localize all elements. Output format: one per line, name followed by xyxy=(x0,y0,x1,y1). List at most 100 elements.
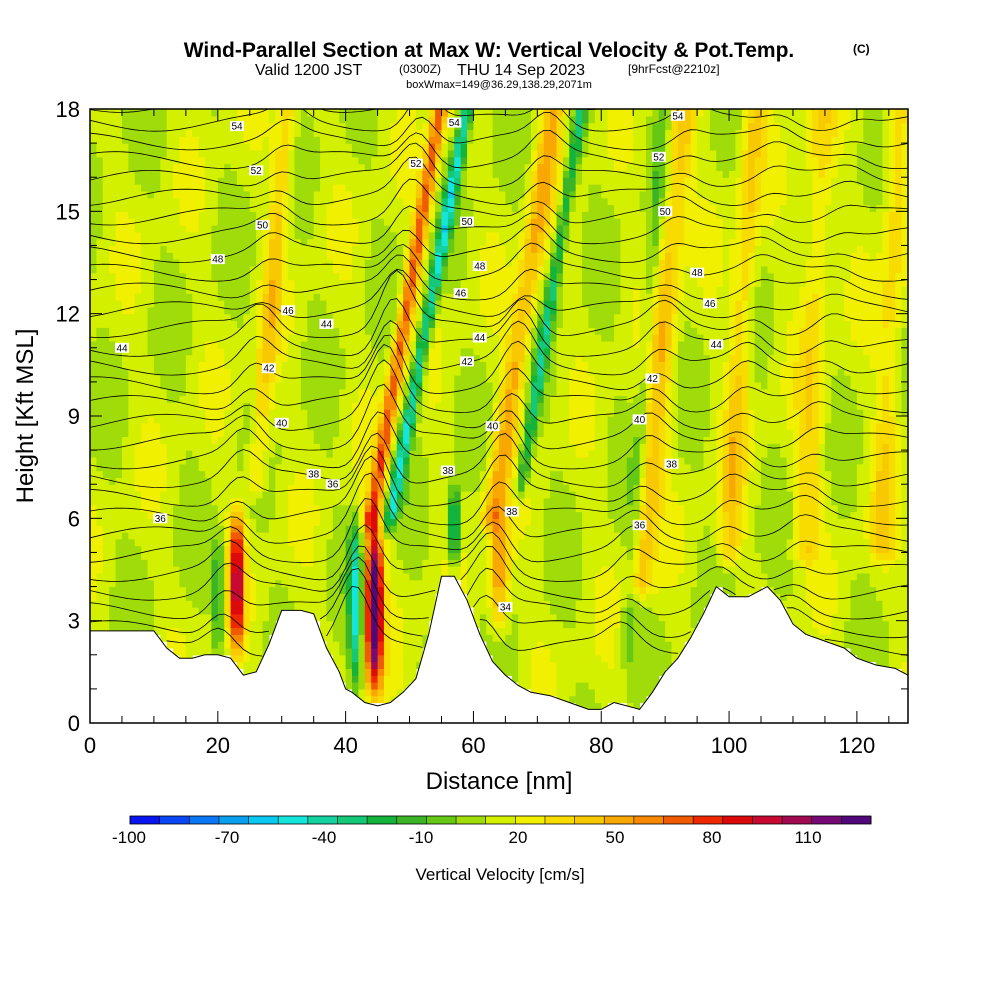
velocity-cell xyxy=(166,620,174,629)
velocity-cell xyxy=(454,136,462,144)
velocity-cell xyxy=(90,211,97,219)
velocity-cell xyxy=(102,163,110,171)
velocity-cell xyxy=(262,484,270,492)
velocity-cell xyxy=(447,272,455,281)
velocity-cell xyxy=(281,177,289,185)
velocity-cell xyxy=(467,170,475,178)
velocity-cell xyxy=(396,184,404,192)
velocity-cell xyxy=(288,361,296,369)
velocity-cell xyxy=(473,109,481,117)
velocity-cell xyxy=(403,177,411,185)
velocity-cell xyxy=(256,265,264,274)
velocity-cell xyxy=(128,293,136,301)
velocity-cell xyxy=(198,224,206,233)
velocity-cell xyxy=(467,504,475,513)
velocity-cell xyxy=(479,156,487,165)
velocity-cell xyxy=(435,354,443,363)
velocity-cell xyxy=(185,470,193,478)
velocity-cell xyxy=(166,627,174,635)
velocity-cell xyxy=(300,218,308,226)
velocity-cell xyxy=(96,620,104,629)
velocity-cell xyxy=(90,115,97,124)
velocity-cell xyxy=(377,586,385,594)
velocity-cell xyxy=(275,347,283,356)
velocity-cell xyxy=(102,450,110,458)
velocity-cell xyxy=(179,320,187,328)
velocity-cell xyxy=(275,334,283,342)
velocity-cell xyxy=(294,593,302,601)
velocity-cell xyxy=(185,545,193,554)
velocity-cell xyxy=(217,409,225,417)
velocity-cell xyxy=(211,559,219,567)
velocity-cell xyxy=(288,129,296,137)
velocity-cell xyxy=(128,566,136,574)
velocity-cell xyxy=(109,545,117,554)
velocity-cell xyxy=(460,443,468,451)
velocity-cell xyxy=(447,313,455,322)
velocity-cell xyxy=(153,504,161,513)
velocity-cell xyxy=(288,470,296,478)
velocity-cell xyxy=(243,409,251,417)
velocity-cell xyxy=(281,293,289,301)
velocity-cell xyxy=(90,477,97,485)
velocity-cell xyxy=(345,136,353,144)
velocity-cell xyxy=(217,607,225,615)
velocity-cell xyxy=(192,586,200,594)
velocity-cell xyxy=(390,402,398,410)
velocity-cell xyxy=(415,334,423,342)
velocity-cell xyxy=(109,354,117,363)
velocity-cell xyxy=(473,115,481,124)
velocity-cell xyxy=(90,218,97,226)
velocity-cell xyxy=(473,559,481,567)
velocity-cell xyxy=(249,259,257,267)
velocity-cell xyxy=(121,109,129,117)
velocity-cell xyxy=(435,115,443,124)
velocity-cell xyxy=(313,436,321,444)
velocity-cell xyxy=(415,443,423,451)
velocity-cell xyxy=(224,450,232,458)
velocity-cell xyxy=(185,231,193,240)
velocity-cell xyxy=(473,129,481,137)
velocity-cell xyxy=(128,429,136,438)
velocity-cell xyxy=(332,224,340,233)
velocity-cell xyxy=(128,320,136,328)
velocity-cell xyxy=(243,538,251,547)
velocity-cell xyxy=(409,293,417,301)
velocity-cell xyxy=(249,443,257,451)
velocity-cell xyxy=(192,204,200,212)
velocity-cell xyxy=(326,531,334,540)
velocity-cell xyxy=(121,531,129,540)
velocity-cell xyxy=(262,409,270,417)
velocity-cell xyxy=(467,238,475,247)
velocity-cell xyxy=(249,552,257,560)
velocity-cell xyxy=(377,149,385,158)
velocity-cell xyxy=(428,525,436,533)
velocity-cell xyxy=(364,572,372,581)
velocity-cell xyxy=(422,245,430,253)
velocity-cell xyxy=(179,197,187,206)
velocity-cell xyxy=(390,204,398,212)
velocity-cell xyxy=(339,552,347,560)
velocity-cell xyxy=(236,634,244,642)
velocity-cell xyxy=(339,218,347,226)
velocity-cell xyxy=(320,238,328,247)
velocity-cell xyxy=(320,184,328,192)
velocity-cell xyxy=(141,347,149,356)
velocity-cell xyxy=(192,211,200,219)
velocity-cell xyxy=(435,149,443,158)
velocity-cell xyxy=(326,313,334,322)
velocity-cell xyxy=(243,607,251,615)
velocity-cell xyxy=(268,388,276,397)
velocity-cell xyxy=(256,429,264,438)
velocity-cell xyxy=(115,259,123,267)
velocity-cell xyxy=(256,177,264,185)
velocity-cell xyxy=(96,436,104,444)
velocity-cell xyxy=(383,450,391,458)
velocity-cell xyxy=(441,122,449,131)
velocity-cell xyxy=(320,231,328,240)
velocity-cell xyxy=(179,272,187,281)
velocity-cell xyxy=(166,572,174,581)
velocity-cell xyxy=(435,456,443,465)
velocity-cell xyxy=(185,252,193,260)
velocity-cell xyxy=(185,361,193,369)
